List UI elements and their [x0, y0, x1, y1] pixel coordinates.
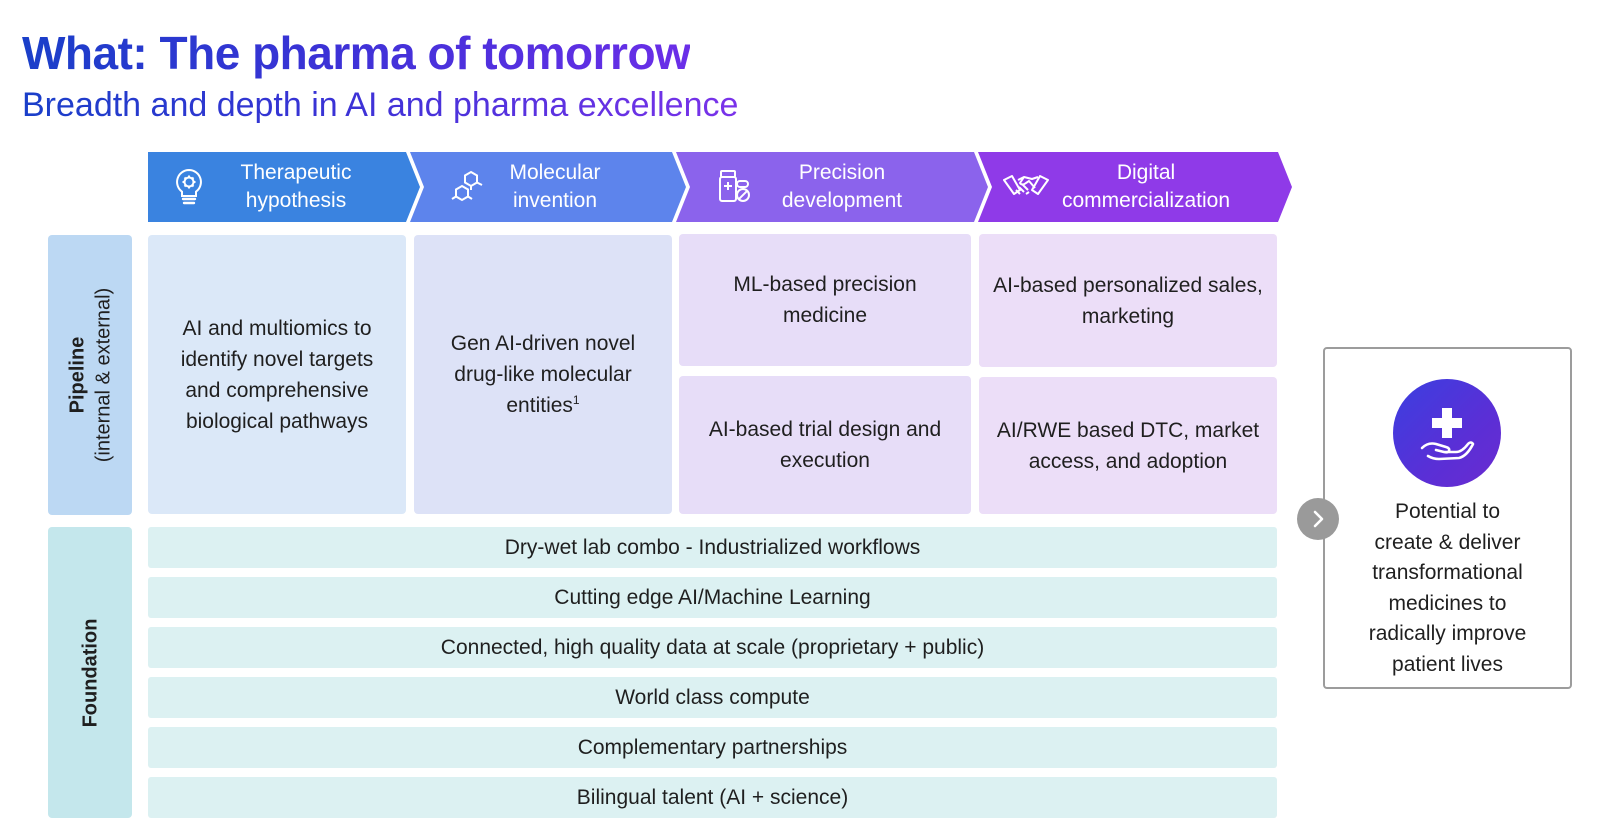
- cell-text: Gen AI-driven novel drug-like molecular …: [450, 332, 636, 417]
- stage-therapeutic-hypothesis: Therapeutic hypothesis: [148, 152, 420, 222]
- pipeline-cell-molecular: Gen AI-driven novel drug-like molecular …: [414, 235, 672, 514]
- cell-text: AI/RWE based DTC, market access, and ado…: [996, 418, 1260, 473]
- foundation-item: Cutting edge AI/Machine Learning: [148, 577, 1277, 618]
- stage-label: Digital commercialization: [1061, 161, 1231, 212]
- foundation-label: Foundation: [79, 618, 102, 727]
- cell-text: AI-based trial design and execution: [708, 418, 942, 472]
- cell-text: AI-based personalized sales, marketing: [993, 273, 1263, 328]
- hand-medical-cross-icon: [1393, 379, 1501, 487]
- foundation-item: Connected, high quality data at scale (p…: [148, 627, 1277, 668]
- lightbulb-gear-icon: [168, 166, 210, 208]
- stage-label: Molecular invention: [509, 161, 601, 212]
- foundation-item: Bilingual talent (AI + science): [148, 777, 1277, 818]
- cell-text: ML-based precision medicine: [733, 273, 917, 327]
- foundation-item: World class compute: [148, 677, 1277, 718]
- chevron-right-icon: [1297, 498, 1339, 540]
- stage-molecular-invention: Molecular invention: [410, 152, 686, 222]
- pipeline-cell-precision-top: ML-based precision medicine: [679, 234, 971, 366]
- outcome-text: Potential to create & deliver transforma…: [1368, 500, 1527, 676]
- molecule-icon: [446, 166, 488, 208]
- stage-digital-commercialization: Digital commercialization: [978, 152, 1292, 222]
- pipeline-cell-precision-bottom: AI-based trial design and execution: [679, 376, 971, 514]
- footnote-marker: 1: [572, 393, 580, 407]
- foundation-item: Complementary partnerships: [148, 727, 1277, 768]
- pipeline-label: Pipeline: [66, 336, 88, 414]
- pipeline-cell-therapeutic: AI and multiomics to identify novel targ…: [148, 235, 406, 514]
- medicine-bottle-pills-icon: [712, 166, 754, 208]
- cell-text: AI and multiomics to identify novel targ…: [180, 316, 374, 433]
- page-subtitle: Breadth and depth in AI and pharma excel…: [22, 86, 739, 124]
- stage-label: Therapeutic hypothesis: [240, 161, 352, 212]
- foundation-side-label: Foundation: [48, 527, 132, 818]
- pipeline-side-label: Pipeline (internal & external): [48, 235, 132, 515]
- pipeline-cell-digital-bottom: AI/RWE based DTC, market access, and ado…: [979, 377, 1277, 514]
- pipeline-cell-digital-top: AI-based personalized sales, marketing: [979, 234, 1277, 367]
- page-title: What: The pharma of tomorrow: [22, 27, 691, 79]
- foundation-item: Dry-wet lab combo - Industrialized workf…: [148, 527, 1277, 568]
- outcome-box: Potential to create & deliver transforma…: [1323, 347, 1572, 689]
- handshake-icon: [1002, 166, 1050, 208]
- pipeline-sublabel: (internal & external): [92, 287, 114, 463]
- stage-label: Precision development: [781, 161, 903, 212]
- stage-precision-development: Precision development: [676, 152, 988, 222]
